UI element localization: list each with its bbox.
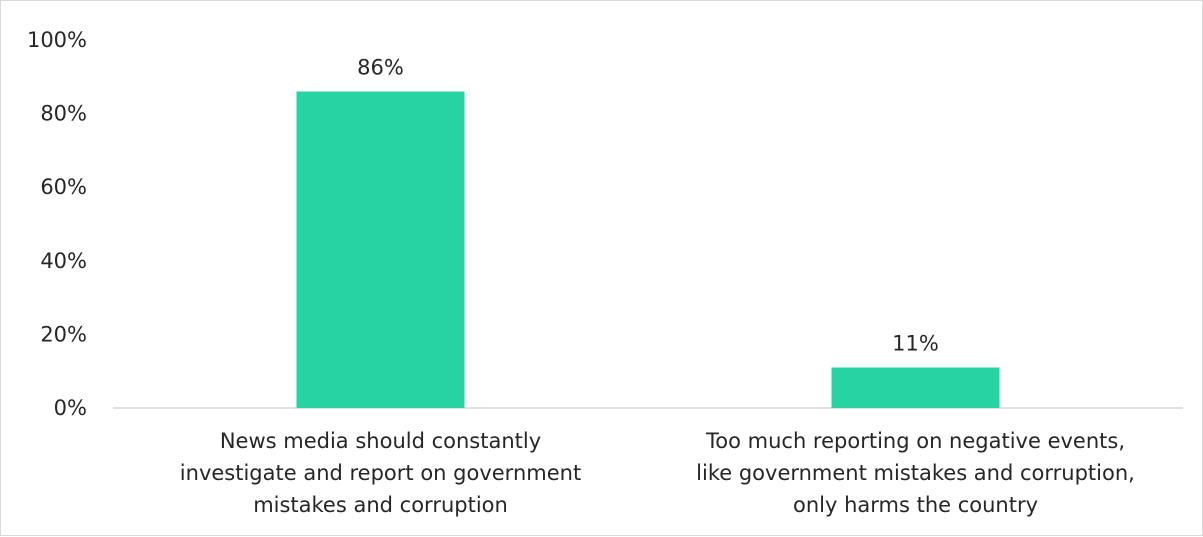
y-tick-label: 40% <box>40 249 87 273</box>
bar-data-label: 86% <box>357 56 404 80</box>
y-tick-label: 20% <box>40 322 87 346</box>
x-category-label: only harms the country <box>793 493 1038 517</box>
y-tick-label: 0% <box>54 396 87 420</box>
x-category-label: News media should constantly <box>220 429 541 453</box>
y-tick-label: 60% <box>40 175 87 199</box>
x-category-label: investigate and report on government <box>180 461 581 485</box>
y-tick-label: 100% <box>27 28 87 52</box>
category-labels: News media should constantly investigate … <box>180 429 1135 517</box>
bars <box>296 91 1000 409</box>
data-labels: 86% 11% <box>357 56 939 356</box>
x-category-label: mistakes and corruption <box>253 493 508 517</box>
bar <box>296 91 465 409</box>
x-category-label: like government mistakes and corruption, <box>696 461 1135 485</box>
y-tick-label: 80% <box>40 102 87 126</box>
y-axis-tick-labels: 0% 20% 40% 60% 80% 100% <box>27 28 87 420</box>
x-category-label: Too much reporting on negative events, <box>705 429 1125 453</box>
bar-data-label: 11% <box>892 332 939 356</box>
bar <box>831 367 1000 408</box>
